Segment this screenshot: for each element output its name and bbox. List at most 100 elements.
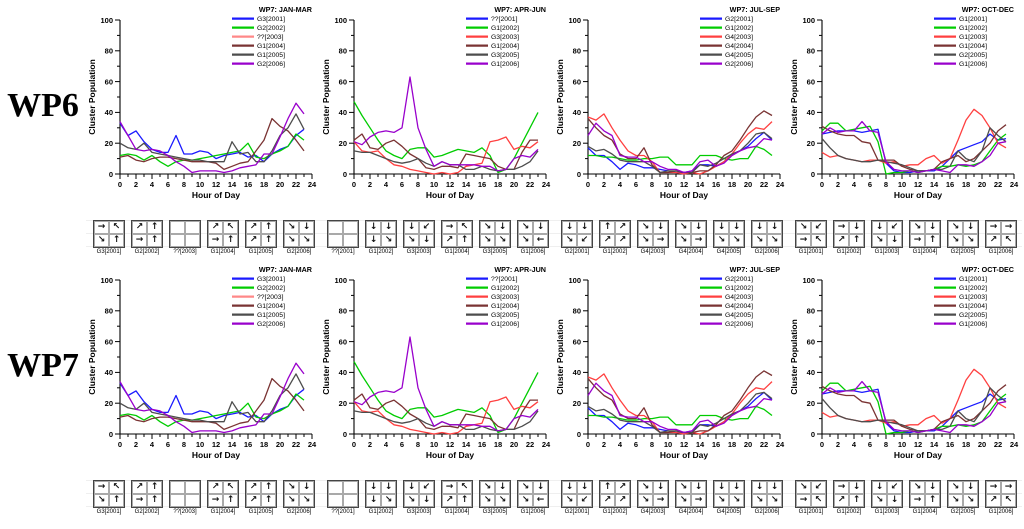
x-tick-label: 22 — [292, 180, 300, 189]
chart-panel-wp7-jul-sep: 0 2 4 6 8 10 12 14 16 18 20 22 24 0 20 40 60 80 100 Hour of… — [554, 264, 788, 520]
chart-title: WP7: OCT-DEC — [962, 265, 1014, 274]
series-line-g4-2005 — [587, 391, 773, 434]
x-tick-label: 8 — [650, 440, 654, 449]
x-tick-label: 20 — [978, 440, 986, 449]
arrow-icon: ↑ — [261, 481, 276, 494]
legend-label-g1-2002: G1[2002] — [725, 25, 753, 32]
x-tick-label: 14 — [696, 440, 705, 449]
transition-glyph-g1-2004: → ↖ ↗ ↑ G1[2004] — [440, 480, 474, 515]
legend-label-g1-2002: G1[2002] — [725, 285, 753, 292]
arrow-icon: ↓ — [729, 481, 744, 494]
x-tick-label: 16 — [712, 180, 720, 189]
arrow-icon: ↑ — [147, 234, 162, 247]
arrow-icon: ↑ — [147, 221, 162, 234]
x-axis-title: Hour of Day — [894, 190, 942, 200]
arrow-icon: ↑ — [147, 481, 162, 494]
series-line-g2-2006 — [587, 382, 773, 434]
series-line-g2-2006 — [119, 102, 305, 174]
x-axis-title: Hour of Day — [192, 450, 240, 460]
glyph-strip-wp7-oct-dec: ↘ ↙ → ↖ G1[2001] → ↓ ↗ ↑ G1[2002] ↓ ↙ ↘ ↓ G1[2003] ↘ ↓ → ↑… — [788, 208, 1022, 255]
y-tick-label: 60 — [105, 337, 113, 346]
glyph-label: ??[2001] — [331, 509, 355, 515]
arrow-icon: ↓ — [495, 221, 510, 234]
legend-label-g4-2003: G4[2003] — [725, 34, 753, 41]
transition-glyph-box: ↘ ↓ → ↑ — [909, 480, 941, 508]
legend-label-g2-2006: G2[2006] — [725, 61, 753, 68]
y-tick-label: 40 — [339, 368, 347, 377]
arrow-icon: ↓ — [404, 221, 419, 234]
x-tick-label: 6 — [868, 440, 872, 449]
series-line-g2-2006 — [119, 362, 305, 434]
glyph-label: G1[2004] — [444, 249, 470, 255]
x-axis-title: Hour of Day — [426, 450, 474, 460]
x-tick-label: 0 — [820, 180, 824, 189]
legend-label-g2-2002: G2[2002] — [257, 285, 285, 292]
empty-cell — [328, 234, 343, 247]
x-tick-label: 4 — [384, 180, 389, 189]
glyph-label: G2[2006] — [286, 249, 312, 255]
arrow-icon: ↑ — [600, 221, 615, 234]
arrow-icon: ↑ — [261, 221, 276, 234]
y-tick-label: 80 — [105, 307, 113, 316]
series-line-g1-2003 — [821, 368, 1007, 427]
x-tick-label: 18 — [962, 440, 970, 449]
legend-label-g1-2004: G1[2004] — [959, 303, 987, 310]
x-tick-label: 18 — [494, 180, 502, 189]
arrow-icon: ↘ — [404, 234, 419, 247]
y-tick-label: 0 — [577, 170, 581, 179]
x-tick-label: 24 — [1010, 180, 1019, 189]
transition-glyph-g3-2003: ↓ ↙ ↘ ↓ G3[2003] — [402, 220, 436, 255]
series-line-g1-2002 — [353, 361, 539, 434]
transition-glyph-g1-2006: ↘ ↓ ↘ ← G1[2006] — [516, 480, 550, 515]
panel-strip-wp6: 0 2 4 6 8 10 12 14 16 18 20 22 24 0 20 40 60 80 100 Hour of… — [86, 4, 1024, 260]
y-tick-label: 0 — [811, 430, 815, 439]
x-tick-label: 12 — [212, 180, 220, 189]
glyph-label: G3[2001] — [96, 509, 122, 515]
legend-label-g3-2003: G3[2003] — [491, 294, 519, 301]
x-tick-label: 14 — [930, 440, 939, 449]
x-tick-label: 10 — [898, 180, 906, 189]
arrow-icon: ↘ — [676, 481, 691, 494]
transition-glyph-box: → ↓ ↗ ↑ — [833, 220, 865, 248]
arrow-icon: ↘ — [284, 494, 299, 507]
series-line-g1-2004 — [119, 377, 305, 431]
empty-cell — [328, 494, 343, 507]
x-tick-label: 16 — [946, 180, 954, 189]
series-line-g2-2002 — [119, 393, 305, 427]
arrow-icon: ↓ — [963, 221, 978, 234]
transition-glyph-box: ↗ ↖ → ↑ — [207, 220, 239, 248]
legend-label-g4-2003: G4[2003] — [725, 294, 753, 301]
transition-glyph-box — [327, 220, 359, 248]
x-tick-label: 6 — [634, 180, 638, 189]
transition-glyph-g1-2005: ↗ ↑ ↗ ↑ G1[2005] — [244, 480, 278, 515]
transition-glyph-g1-2004: ↘ ↓ → ↑ G1[2004] — [908, 480, 942, 515]
transition-glyph-g1-2004: ↘ ↓ → ↑ G1[2004] — [908, 220, 942, 255]
transition-glyph-g4-2005: ↓ ↓ ↘ ↘ G4[2005] — [712, 220, 746, 255]
transition-glyph-box: ↓ ↓ ↘ ↘ — [751, 220, 783, 248]
legend-label-g4-2004: G4[2004] — [725, 43, 753, 50]
transition-glyph-g1-2004: ↗ ↖ → ↑ G1[2004] — [206, 480, 240, 515]
arrow-icon: ↗ — [208, 481, 223, 494]
arrow-icon: → — [986, 221, 1001, 234]
arrow-icon: ↑ — [261, 494, 276, 507]
transition-glyph-box: → → ↗ ↖ — [985, 480, 1017, 508]
y-tick-label: 100 — [568, 16, 581, 25]
legend-label-2003: ??[2003] — [257, 34, 284, 41]
arrow-icon: ↓ — [887, 494, 902, 507]
x-tick-label: 8 — [416, 180, 420, 189]
legend-label-g4-2004: G4[2004] — [725, 303, 753, 310]
arrow-icon: → — [132, 234, 147, 247]
empty-cell — [170, 494, 185, 507]
x-tick-label: 12 — [914, 180, 922, 189]
x-tick-label: 16 — [946, 440, 954, 449]
arrow-icon: ↘ — [948, 221, 963, 234]
arrow-icon: ↘ — [910, 481, 925, 494]
arrow-icon: ↓ — [366, 221, 381, 234]
x-tick-label: 20 — [978, 180, 986, 189]
legend-label-g1-2005: G1[2005] — [257, 312, 285, 319]
series-line-g1-2006 — [821, 120, 1007, 174]
arrow-icon: ← — [533, 494, 548, 507]
legend-label-g2-2005: G2[2005] — [959, 52, 987, 59]
glyph-label: G1[2006] — [520, 509, 546, 515]
